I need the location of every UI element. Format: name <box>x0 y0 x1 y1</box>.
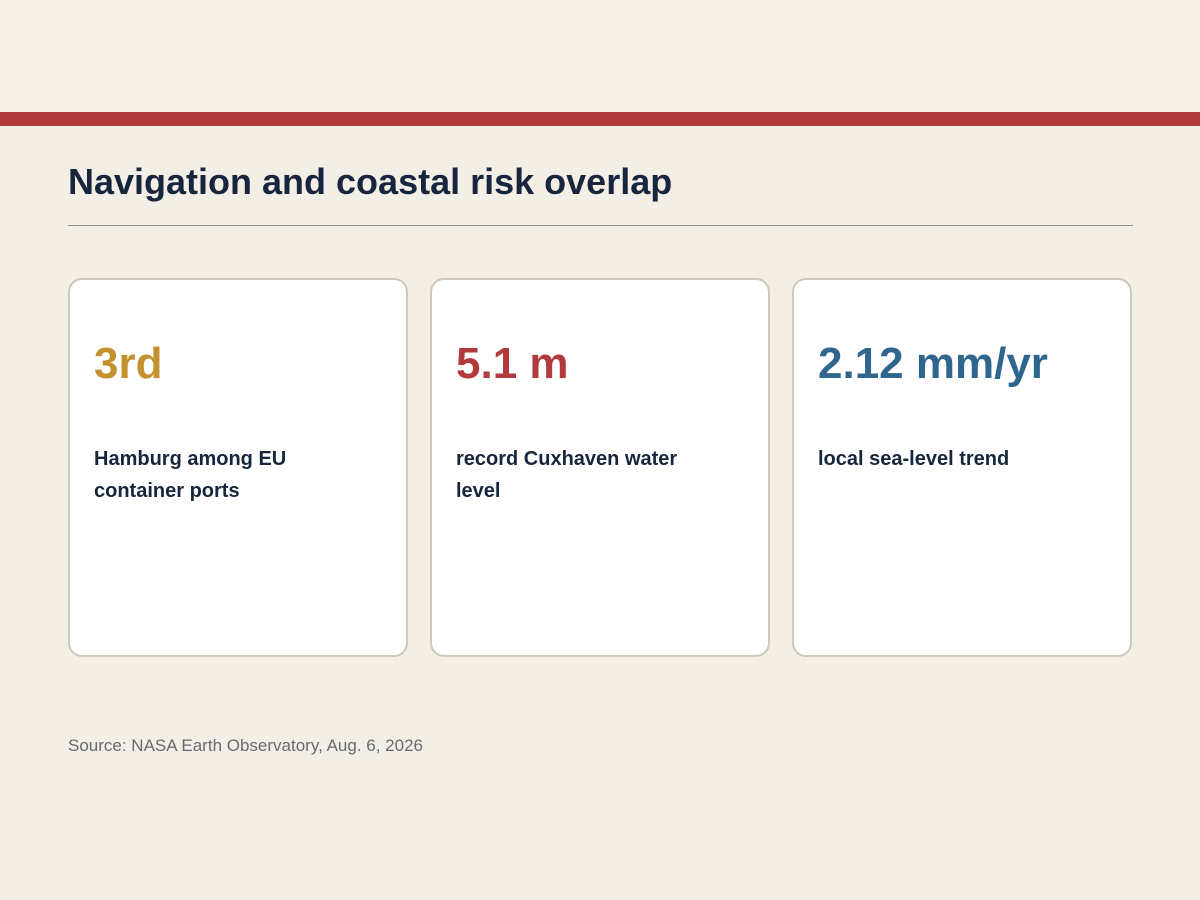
stat-card-water-level: 5.1 m record Cuxhaven water level <box>430 278 770 657</box>
stat-value: 2.12 mm/yr <box>818 339 1048 388</box>
stat-card-sea-level-trend: 2.12 mm/yr local sea-level trend <box>792 278 1132 657</box>
page-title: Navigation and coastal risk overlap <box>68 161 673 202</box>
stat-label: local sea-level trend <box>818 448 1010 470</box>
title-divider <box>68 225 1133 226</box>
stat-label: record Cuxhaven water level <box>456 448 678 502</box>
stat-card-port-rank: 3rd Hamburg among EU container ports <box>68 278 408 657</box>
accent-bar <box>0 112 1200 126</box>
stat-value: 3rd <box>94 339 163 388</box>
top-band <box>0 0 1200 112</box>
stat-label: Hamburg among EU container ports <box>94 448 287 502</box>
stat-value: 5.1 m <box>456 339 569 388</box>
source-note: Source: NASA Earth Observatory, Aug. 6, … <box>68 736 423 755</box>
